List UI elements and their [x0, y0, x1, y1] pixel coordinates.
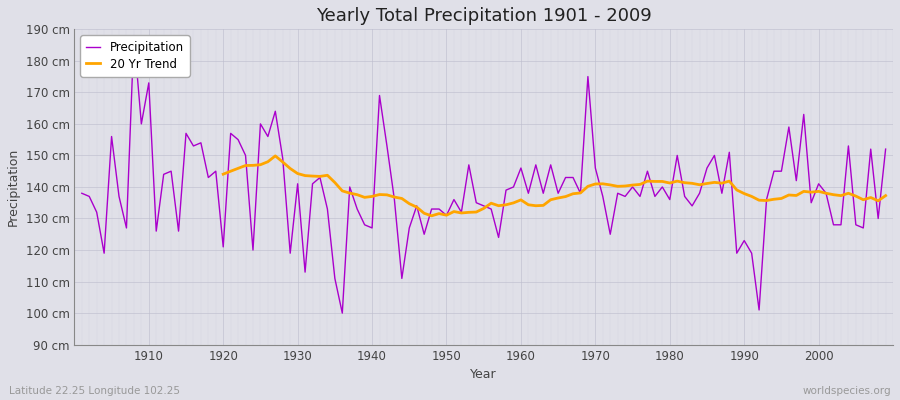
20 Yr Trend [218, 172, 229, 176]
X-axis label: Year: Year [471, 368, 497, 381]
Text: worldspecies.org: worldspecies.org [803, 386, 891, 396]
20 Yr Trend [784, 193, 795, 198]
20 Yr Trend [880, 193, 891, 198]
20 Yr Trend [798, 189, 809, 194]
20 Yr Trend [270, 154, 281, 158]
20 Yr Trend [865, 195, 876, 200]
Title: Yearly Total Precipitation 1901 - 2009: Yearly Total Precipitation 1901 - 2009 [316, 7, 652, 25]
20 Yr Trend [434, 211, 445, 216]
Precipitation [337, 311, 347, 316]
20 Yr Trend [315, 174, 326, 179]
Precipitation [143, 80, 154, 85]
Legend: Precipitation, 20 Yr Trend: Precipitation, 20 Yr Trend [80, 35, 190, 76]
Y-axis label: Precipitation: Precipitation [7, 148, 20, 226]
Text: Latitude 22.25 Longitude 102.25: Latitude 22.25 Longitude 102.25 [9, 386, 180, 396]
Precipitation [307, 182, 318, 186]
Precipitation [530, 162, 541, 167]
Precipitation [620, 194, 631, 199]
Precipitation [76, 191, 87, 196]
Precipitation [359, 222, 370, 227]
Line: Precipitation: Precipitation [82, 36, 886, 313]
Precipitation [129, 33, 140, 38]
Precipitation [523, 191, 534, 196]
Line: 20 Yr Trend: 20 Yr Trend [223, 156, 886, 216]
Precipitation [880, 147, 891, 152]
20 Yr Trend [694, 182, 705, 187]
20 Yr Trend [427, 214, 437, 218]
